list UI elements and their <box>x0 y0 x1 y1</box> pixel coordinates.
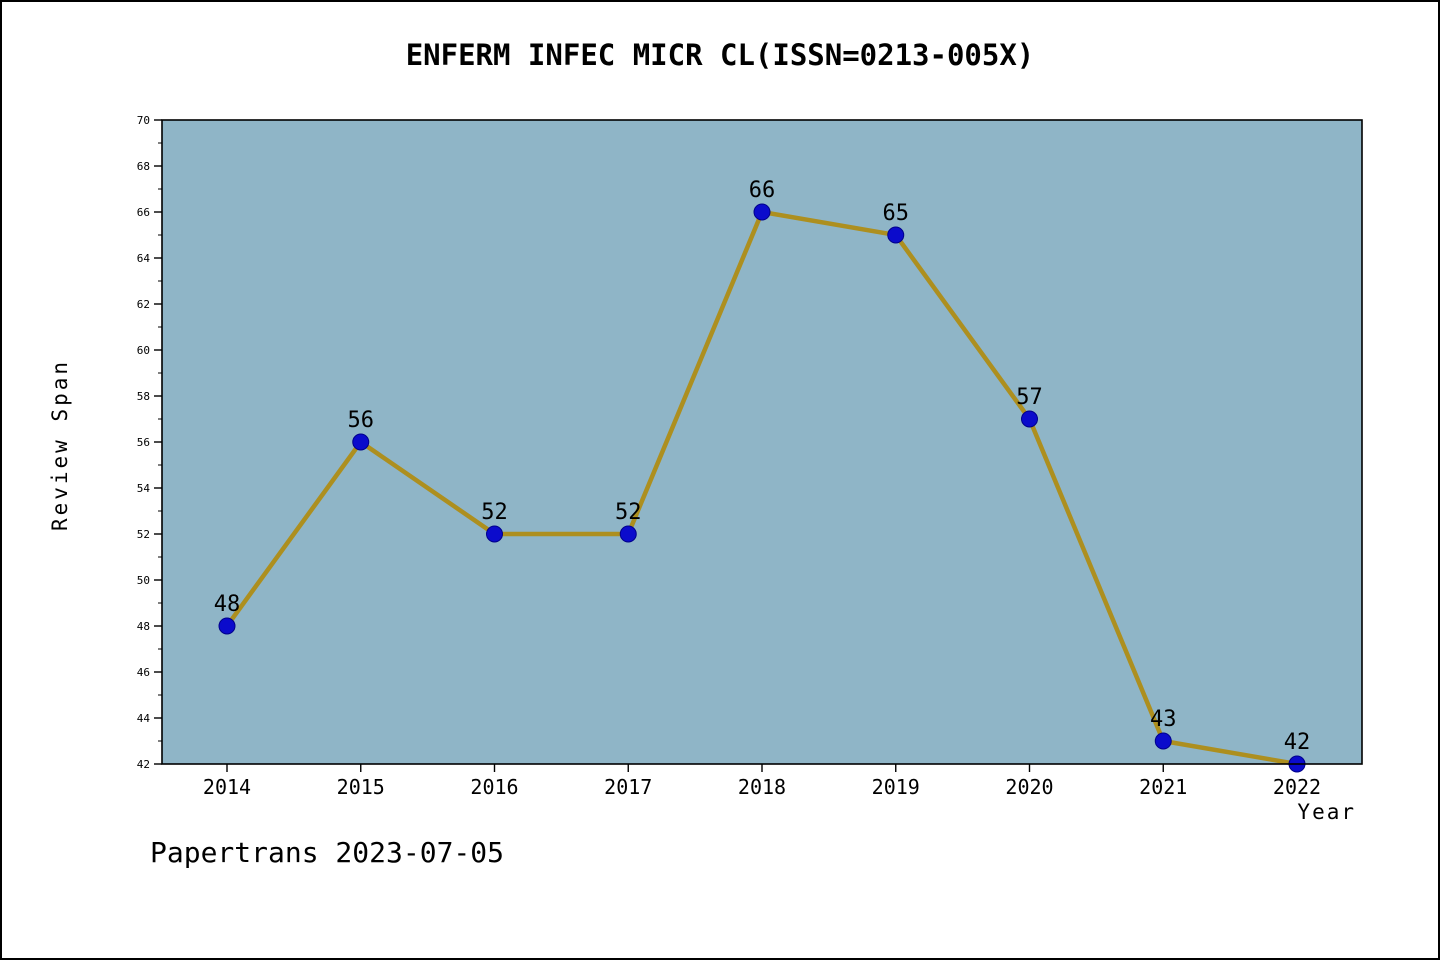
svg-text:60: 60 <box>137 344 150 357</box>
svg-text:48: 48 <box>137 620 150 633</box>
svg-text:2016: 2016 <box>470 775 518 799</box>
svg-text:48: 48 <box>214 592 241 617</box>
svg-text:58: 58 <box>137 390 150 403</box>
svg-text:52: 52 <box>481 500 508 525</box>
x-axis-label: Year <box>1297 800 1356 824</box>
svg-text:2022: 2022 <box>1273 775 1321 799</box>
svg-text:2018: 2018 <box>738 775 786 799</box>
svg-text:56: 56 <box>348 408 375 433</box>
svg-text:66: 66 <box>749 178 776 203</box>
svg-text:52: 52 <box>615 500 642 525</box>
chart-title: ENFERM INFEC MICR CL(ISSN=0213-005X) <box>405 38 1035 72</box>
svg-text:52: 52 <box>137 528 150 541</box>
svg-text:54: 54 <box>137 482 151 495</box>
svg-text:2015: 2015 <box>337 775 385 799</box>
svg-text:2021: 2021 <box>1139 775 1187 799</box>
svg-text:2017: 2017 <box>604 775 652 799</box>
svg-text:57: 57 <box>1016 385 1043 410</box>
svg-text:50: 50 <box>137 574 150 587</box>
svg-text:43: 43 <box>1150 707 1177 732</box>
svg-text:2014: 2014 <box>203 775 251 799</box>
svg-text:65: 65 <box>883 201 910 226</box>
svg-text:42: 42 <box>137 758 150 771</box>
svg-text:68: 68 <box>137 160 150 173</box>
svg-text:64: 64 <box>137 252 151 265</box>
svg-text:42: 42 <box>1284 730 1311 755</box>
svg-text:44: 44 <box>137 712 151 725</box>
svg-text:70: 70 <box>137 114 150 127</box>
svg-text:62: 62 <box>137 298 150 311</box>
svg-text:56: 56 <box>137 436 150 449</box>
svg-text:46: 46 <box>137 666 150 679</box>
svg-text:2019: 2019 <box>872 775 920 799</box>
svg-text:2020: 2020 <box>1005 775 1053 799</box>
y-axis-label: Review Span <box>48 358 72 532</box>
svg-text:66: 66 <box>137 206 150 219</box>
watermark-text: Papertrans 2023-07-05 <box>150 836 505 869</box>
